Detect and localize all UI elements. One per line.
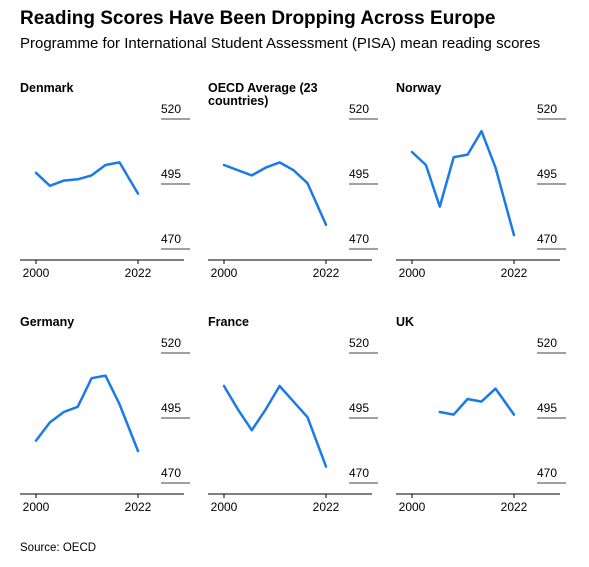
panel-plot: 520 495 470 2000 2022 <box>20 336 190 514</box>
series-line <box>410 129 516 237</box>
y-tick-label: 495 <box>537 167 557 181</box>
y-tick-label: 520 <box>537 336 557 350</box>
chart-subtitle: Programme for International Student Asse… <box>20 35 541 52</box>
series-line <box>34 161 140 195</box>
x-tick-label: 2000 <box>211 266 238 280</box>
y-tick-label: 520 <box>161 336 181 350</box>
series-line <box>34 374 140 453</box>
x-tick-label: 2022 <box>313 266 340 280</box>
x-tick-label: 2022 <box>501 266 528 280</box>
y-tick-label: 495 <box>537 401 557 415</box>
x-tick-label: 2022 <box>313 500 340 514</box>
y-tick-label: 520 <box>537 102 557 116</box>
x-tick-label: 2000 <box>399 266 426 280</box>
series-line <box>222 161 328 227</box>
panel-denmark: Denmark 520 495 470 2000 2022 <box>20 82 200 282</box>
panel-france: France 520 495 470 2000 2022 <box>208 316 388 516</box>
series-line <box>222 384 328 468</box>
x-tick-label: 2022 <box>501 500 528 514</box>
panel-germany: Germany 520 495 470 2000 2022 <box>20 316 200 516</box>
y-tick-label: 520 <box>349 102 369 116</box>
panel-title: Norway <box>396 81 442 95</box>
panel-plot: 520 495 470 2000 2022 <box>20 102 190 280</box>
x-tick-label: 2000 <box>23 500 50 514</box>
y-tick-label: 495 <box>161 167 181 181</box>
series-line <box>438 387 516 416</box>
y-tick-label: 470 <box>537 466 557 480</box>
y-tick-label: 470 <box>161 232 181 246</box>
panel-title: Germany <box>20 315 75 329</box>
x-tick-label: 2022 <box>125 500 152 514</box>
source-note: Source: OECD <box>20 542 97 554</box>
y-tick-label: 495 <box>161 401 181 415</box>
panel-plot: 520 495 470 2000 2022 <box>396 102 566 280</box>
chart-title: Reading Scores Have Been Dropping Across… <box>20 8 496 29</box>
y-tick-label: 470 <box>349 466 369 480</box>
panel-plot: 520 495 470 2000 2022 <box>208 102 378 280</box>
y-tick-label: 470 <box>161 466 181 480</box>
panel-title: OECD Average (23 countries) <box>208 81 318 108</box>
x-tick-label: 2000 <box>399 500 426 514</box>
y-tick-label: 520 <box>349 336 369 350</box>
y-tick-label: 495 <box>349 167 369 181</box>
panel-title: UK <box>396 315 415 329</box>
panel-plot: 520 495 470 2000 2022 <box>396 336 566 514</box>
panel-norway: Norway 520 495 470 2000 2022 <box>396 82 576 282</box>
panel-title: Denmark <box>20 81 74 95</box>
x-tick-label: 2022 <box>125 266 152 280</box>
panel-oecd-average: OECD Average (23 countries) 520 495 470 200… <box>208 82 388 282</box>
x-tick-label: 2000 <box>211 500 238 514</box>
panel-title: France <box>208 315 249 329</box>
x-tick-label: 2000 <box>23 266 50 280</box>
y-tick-label: 470 <box>349 232 369 246</box>
panel-uk: UK 520 495 470 2000 2022 <box>396 316 576 516</box>
y-tick-label: 520 <box>161 102 181 116</box>
panel-plot: 520 495 470 2000 2022 <box>208 336 378 514</box>
y-tick-label: 495 <box>349 401 369 415</box>
y-tick-label: 470 <box>537 232 557 246</box>
